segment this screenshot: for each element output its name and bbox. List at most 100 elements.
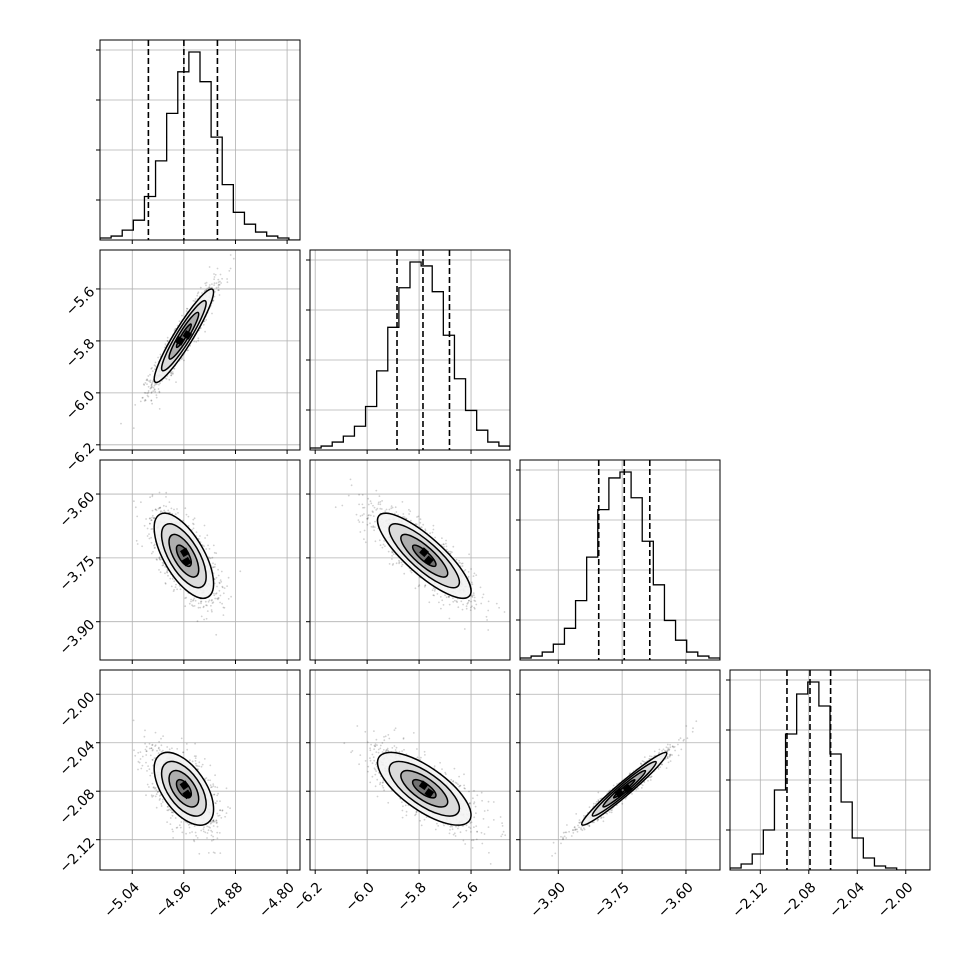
scatter-point — [150, 383, 153, 385]
scatter-point — [187, 824, 190, 826]
scatter-point — [197, 768, 199, 770]
scatter-point — [192, 605, 195, 607]
panel-frame — [99, 459, 301, 661]
scatter-point — [152, 386, 155, 389]
scatter-point — [202, 323, 205, 326]
scatter-point — [230, 595, 233, 598]
scatter-point — [156, 559, 158, 561]
scatter-point — [150, 552, 153, 555]
scatter-point — [155, 558, 158, 561]
scatter-point — [382, 543, 385, 546]
scatter-point — [472, 575, 475, 577]
scatter-point — [150, 387, 153, 389]
scatter-point — [410, 519, 412, 522]
scatter-point — [448, 617, 451, 620]
scatter-point — [154, 546, 156, 549]
scatter-point — [213, 578, 216, 581]
scatter-point — [431, 531, 434, 534]
scatter-point — [149, 373, 151, 376]
scatter-point — [158, 408, 161, 410]
scatter-point — [487, 600, 490, 603]
scatter-point — [216, 786, 219, 789]
scatter-point — [148, 380, 151, 382]
scatter-point — [161, 564, 164, 567]
scatter-point — [173, 508, 175, 511]
scatter-point — [192, 527, 195, 530]
scatter-point — [176, 588, 179, 591]
scatter-point — [432, 594, 435, 597]
scatter-point — [180, 358, 183, 361]
scatter-point — [428, 601, 431, 604]
scatter-point — [216, 597, 219, 600]
scatter-point — [162, 504, 165, 507]
scatter-point — [212, 835, 215, 838]
scatter-point — [203, 545, 205, 547]
scatter-point — [161, 561, 164, 564]
scatter-point — [153, 389, 156, 391]
scatter-point — [180, 737, 183, 740]
scatter-point — [440, 607, 442, 610]
scatter-point — [172, 590, 175, 592]
scatter-point — [166, 570, 168, 573]
scatter-point — [361, 514, 364, 517]
scatter-point — [227, 576, 230, 579]
scatter-point — [361, 503, 364, 506]
scatter-point — [153, 384, 156, 387]
scatter-point — [218, 294, 221, 296]
scatter-point — [468, 599, 470, 602]
scatter-point — [188, 602, 191, 605]
scatter-point — [402, 516, 404, 518]
scatter-point — [434, 536, 436, 539]
scatter-point — [158, 557, 161, 560]
scatter-point — [215, 576, 218, 579]
scatter-point — [205, 281, 208, 284]
scatter-point — [155, 396, 158, 399]
scatter-point — [180, 821, 183, 823]
scatter-point — [221, 277, 224, 280]
scatter-point — [154, 508, 157, 511]
scatter-point — [159, 511, 162, 513]
panel-frame — [99, 39, 301, 241]
scatter-point — [467, 575, 470, 578]
scatter-point — [154, 383, 157, 386]
scatter-point — [186, 349, 189, 352]
scatter-point — [359, 515, 362, 517]
scatter-point — [159, 559, 162, 561]
contour-1 — [168, 311, 200, 360]
scatter-point — [190, 598, 193, 601]
scatter-point — [159, 506, 162, 509]
scatter-point — [148, 747, 151, 750]
scatter-point — [458, 559, 460, 562]
scatter-point — [147, 395, 150, 398]
scatter-point — [179, 588, 182, 591]
y-tick-label: −6.0 — [63, 388, 98, 423]
scatter-point — [150, 384, 153, 386]
scatter-point — [197, 339, 200, 342]
scatter-point — [217, 574, 220, 577]
scatter-point — [381, 546, 384, 549]
scatter-point — [211, 556, 214, 559]
scatter-point — [400, 561, 403, 564]
scatter-point — [473, 572, 476, 575]
scatter-point — [203, 524, 206, 527]
scatter-point — [143, 735, 146, 738]
scatter-point — [152, 786, 155, 789]
scatter-point — [150, 367, 153, 370]
scatter-point — [369, 522, 371, 525]
scatter-point — [214, 786, 217, 788]
scatter-point — [146, 394, 149, 397]
scatter-point — [473, 607, 476, 610]
scatter-point — [432, 524, 435, 527]
panel-grid — [310, 250, 510, 450]
scatter-point — [422, 523, 425, 526]
scatter-point — [218, 283, 221, 286]
scatter-point — [153, 517, 155, 520]
scatter-point — [213, 278, 216, 281]
scatter-point — [434, 588, 436, 591]
scatter-point — [367, 517, 369, 519]
scatter-point — [211, 283, 213, 285]
scatter-point — [451, 551, 453, 554]
scatter-point — [192, 599, 194, 602]
panel-grid — [520, 460, 720, 660]
scatter-point — [213, 284, 216, 286]
